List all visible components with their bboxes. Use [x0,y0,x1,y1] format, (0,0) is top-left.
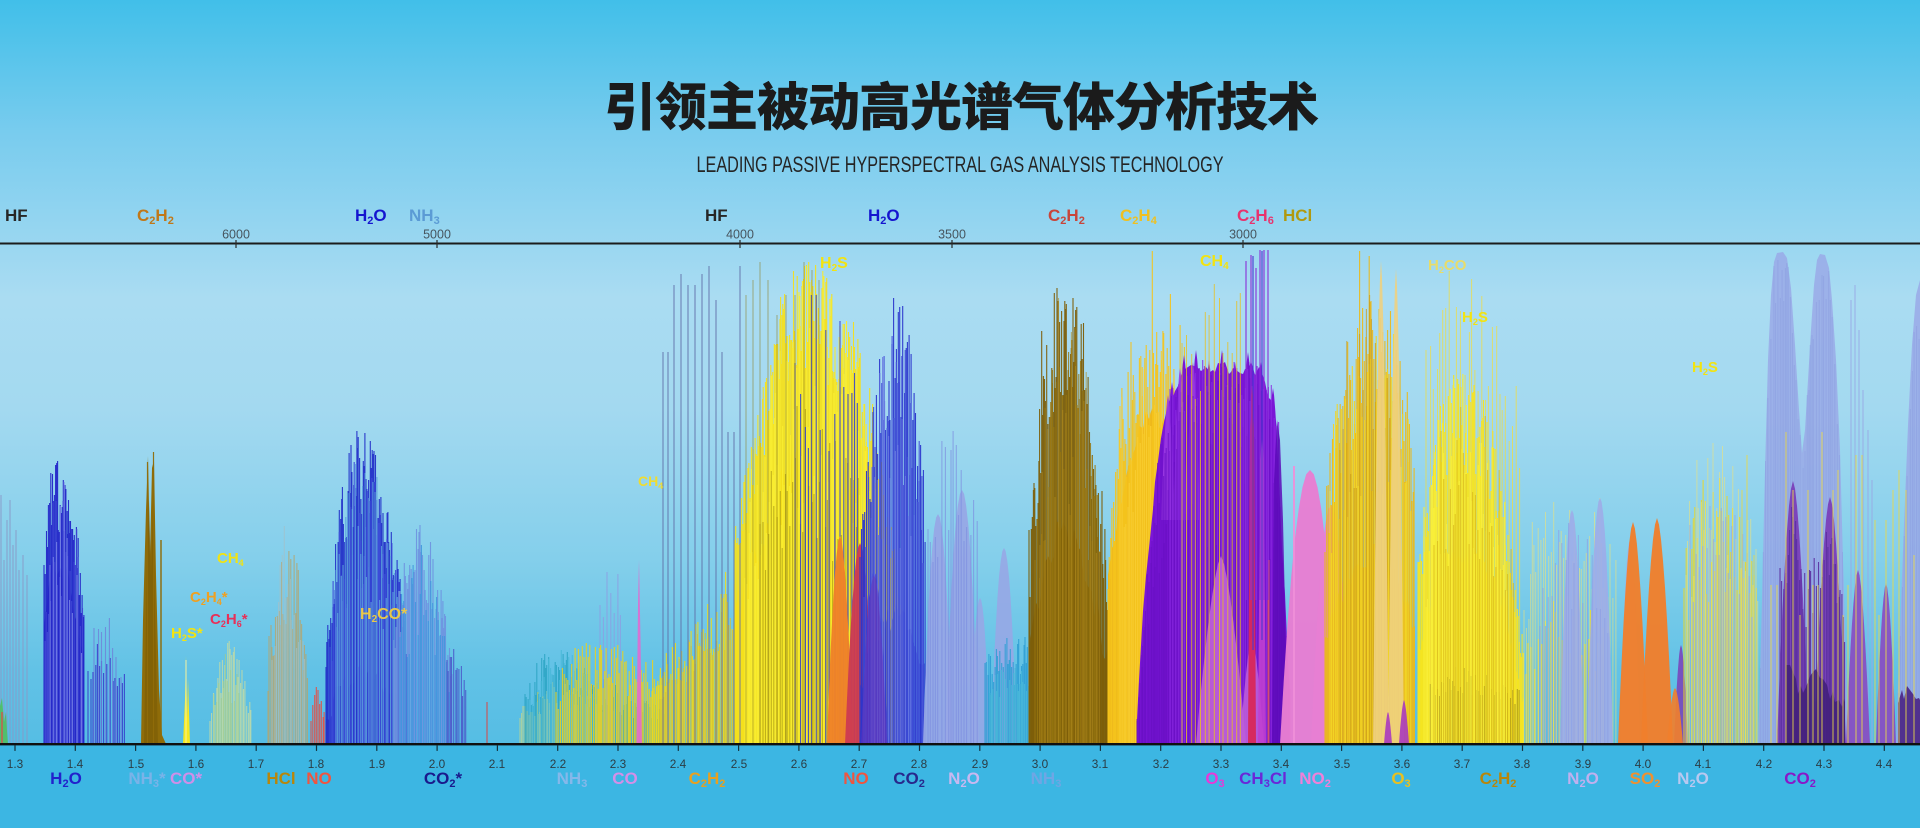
svg-text:C2​H6​: C2​H6​ [1237,206,1274,227]
svg-text:2.2: 2.2 [550,757,566,771]
svg-text:C2​H2​: C2​H2​ [1480,769,1517,790]
svg-text:NH3​: NH3​ [557,769,588,790]
svg-text:NH3​: NH3​ [409,206,440,227]
svg-text:1.6: 1.6 [188,757,205,771]
svg-text:HF: HF [5,206,28,225]
svg-text:C2​H4​*: C2​H4​* [190,589,228,607]
svg-text:C2​H4​: C2​H4​ [1120,206,1158,227]
svg-text:2.1: 2.1 [489,757,505,771]
svg-text:4.4: 4.4 [1876,757,1893,771]
svg-text:CO2​*: CO2​* [424,769,463,790]
svg-text:HCl: HCl [266,769,295,788]
svg-text:NO: NO [306,769,332,788]
svg-text:N2​O: N2​O [1567,769,1599,790]
svg-text:CO2​: CO2​ [1784,769,1816,790]
svg-text:4.3: 4.3 [1816,757,1833,771]
svg-text:H2​CO: H2​CO [1428,257,1467,275]
svg-text:CH4​: CH4​ [217,550,244,568]
svg-text:2.9: 2.9 [972,757,988,771]
svg-text:2.5: 2.5 [731,757,748,771]
svg-text:HCl: HCl [1283,206,1312,225]
svg-text:2.6: 2.6 [791,757,808,771]
svg-text:4.2: 4.2 [1756,757,1772,771]
svg-text:1.3: 1.3 [7,757,24,771]
svg-text:2.8: 2.8 [911,757,928,771]
svg-text:3.8: 3.8 [1514,757,1531,771]
svg-text:CH4​: CH4​ [1200,253,1229,272]
svg-text:CH4​: CH4​ [638,473,663,491]
svg-text:H2​S*: H2​S* [171,625,203,643]
svg-text:1.4: 1.4 [67,757,84,771]
svg-text:C2​H2​: C2​H2​ [137,206,174,227]
svg-text:C2​H2​: C2​H2​ [1048,206,1085,227]
svg-text:6000: 6000 [222,228,250,242]
svg-text:H2​CO*: H2​CO* [360,606,408,625]
svg-text:2.0: 2.0 [429,757,446,771]
svg-text:H2​O: H2​O [50,769,82,790]
svg-text:SO2​: SO2​ [1630,769,1661,790]
svg-text:4.0: 4.0 [1635,757,1652,771]
svg-text:2.7: 2.7 [851,757,867,771]
svg-text:1.8: 1.8 [308,757,325,771]
svg-text:4000: 4000 [726,228,754,242]
svg-text:CH3​Cl: CH3​Cl [1239,769,1287,790]
svg-text:3.4: 3.4 [1273,757,1290,771]
svg-text:3.3: 3.3 [1213,757,1230,771]
svg-text:HF: HF [705,206,728,225]
svg-text:H2​S: H2​S [820,255,848,274]
svg-text:C2​H2​: C2​H2​ [689,769,726,790]
svg-text:CO: CO [612,769,638,788]
svg-text:3.5: 3.5 [1334,757,1351,771]
svg-text:3.7: 3.7 [1454,757,1470,771]
svg-text:NO2​: NO2​ [1299,769,1331,790]
svg-text:2.4: 2.4 [670,757,687,771]
svg-text:3.9: 3.9 [1575,757,1591,771]
svg-text:N2​O: N2​O [948,769,980,790]
svg-text:C2​H6​*: C2​H6​* [210,611,248,629]
svg-text:3.0: 3.0 [1032,757,1049,771]
svg-text:3500: 3500 [938,228,966,242]
svg-text:3.1: 3.1 [1092,757,1108,771]
svg-text:1.5: 1.5 [128,757,145,771]
svg-text:1.9: 1.9 [369,757,385,771]
svg-text:H2​S: H2​S [1462,309,1488,327]
svg-text:NO: NO [843,769,869,788]
svg-text:5000: 5000 [423,228,451,242]
svg-text:3000: 3000 [1229,228,1257,242]
svg-text:H2​S: H2​S [1692,359,1718,377]
svg-text:NH3​*: NH3​* [128,769,166,790]
svg-text:NH3​: NH3​ [1031,769,1062,790]
svg-text:N2​O: N2​O [1677,769,1709,790]
svg-text:1.7: 1.7 [248,757,264,771]
svg-text:3.6: 3.6 [1394,757,1411,771]
svg-text:CO*: CO* [170,769,203,788]
svg-text:H2​O: H2​O [868,206,900,227]
svg-text:2.3: 2.3 [610,757,627,771]
svg-text:CO2​: CO2​ [893,769,925,790]
svg-text:3.2: 3.2 [1153,757,1169,771]
svg-text:LEADING PASSIVE HYPERSPECTRAL: LEADING PASSIVE HYPERSPECTRAL GAS ANALYS… [697,152,1224,177]
svg-text:4.1: 4.1 [1695,757,1711,771]
svg-text:H2​O: H2​O [355,206,387,227]
